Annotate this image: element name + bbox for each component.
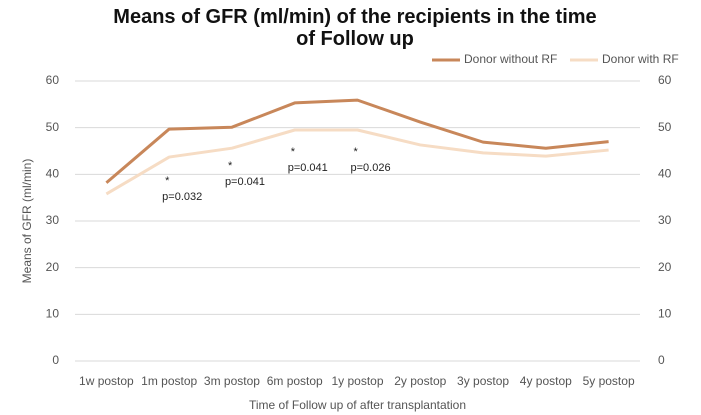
legend-label: Donor with RF (602, 52, 679, 66)
annotation-text: p=0.041 (288, 162, 328, 174)
y2-tick-label: 60 (658, 73, 672, 87)
y2-tick-label: 40 (658, 167, 672, 181)
annotation-text: p=0.041 (225, 176, 265, 188)
series-line (105, 128, 609, 196)
y2-tick-label: 30 (658, 213, 672, 227)
annotation-text: p=0.032 (162, 191, 202, 203)
x-tick-label: 3m postop (204, 374, 260, 388)
y2-tick-label: 20 (658, 260, 672, 274)
x-tick-label: 3y postop (457, 374, 509, 388)
y-tick-label: 40 (46, 167, 60, 181)
y-tick-label: 30 (46, 213, 60, 227)
x-tick-label: 4y postop (520, 374, 572, 388)
y-tick-label: 50 (46, 120, 60, 134)
series-line (105, 98, 609, 184)
y2-tick-label: 0 (658, 353, 665, 367)
y-tick-label: 60 (46, 73, 60, 87)
y-tick-label: 20 (46, 260, 60, 274)
annotation-mark: * (165, 175, 170, 187)
legend-label: Donor without RF (464, 52, 557, 66)
x-tick-label: 1w postop (79, 374, 134, 388)
x-axis-label: Time of Follow up of after transplantati… (249, 398, 466, 412)
x-tick-label: 1y postop (331, 374, 383, 388)
annotation-mark: * (291, 146, 296, 158)
annotation-text: p=0.026 (351, 162, 391, 174)
y2-tick-label: 10 (658, 307, 672, 321)
annotation-mark: * (228, 160, 233, 172)
x-tick-label: 2y postop (394, 374, 446, 388)
chart-title: Means of GFR (ml/min) of the recipients … (113, 6, 597, 50)
y-axis-label: Means of GFR (ml/min) (20, 159, 34, 284)
y-tick-label: 0 (52, 353, 59, 367)
y2-tick-label: 50 (658, 120, 672, 134)
annotation-mark: * (354, 146, 359, 158)
x-tick-label: 5y postop (583, 374, 635, 388)
x-tick-label: 6m postop (267, 374, 323, 388)
y-tick-label: 10 (46, 307, 60, 321)
x-tick-label: 1m postop (141, 374, 197, 388)
